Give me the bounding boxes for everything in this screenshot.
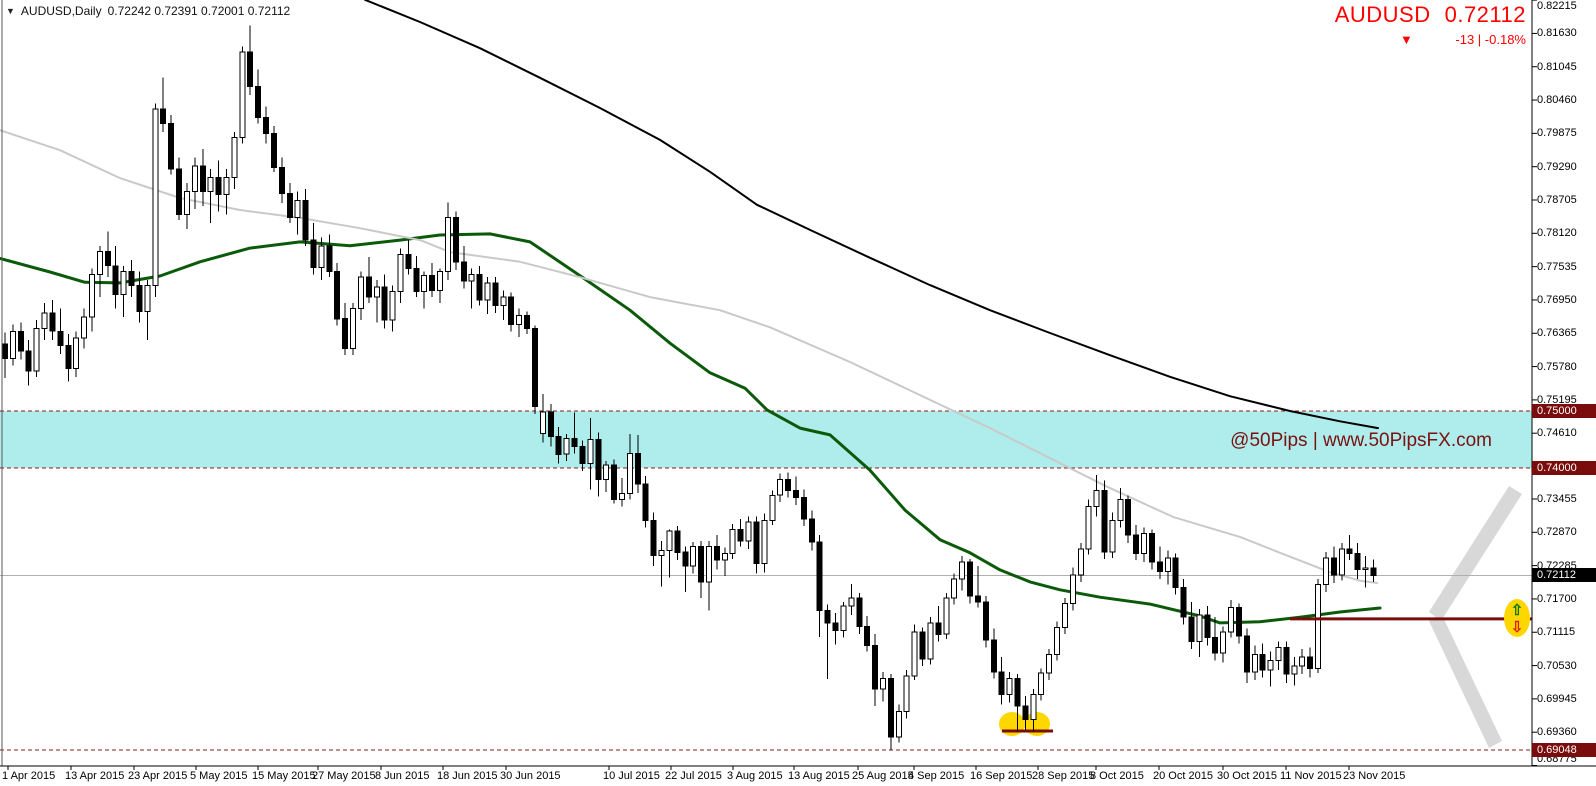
price-axis-label: 0.69945 — [1537, 692, 1577, 705]
ma-green-fast — [0, 232, 1382, 625]
price-axis-label: 0.74610 — [1537, 427, 1577, 440]
price-axis-label: 0.81045 — [1537, 60, 1577, 73]
level-price-box: 0.74000 — [1532, 460, 1596, 475]
time-axis-label: 4 Sep 2015 — [908, 770, 965, 782]
level-price-box: 0.75000 — [1532, 404, 1596, 418]
time-axis-label: 30 Jun 2015 — [500, 770, 561, 782]
time-axis-label: 15 May 2015 — [252, 770, 316, 782]
symbol-collapse-icon[interactable]: ▼ — [6, 6, 15, 16]
time-axis-label: 30 Oct 2015 — [1217, 770, 1277, 782]
price-axis-label: 0.79875 — [1537, 127, 1577, 140]
price-axis-label: 0.78705 — [1537, 194, 1577, 206]
price-axis-label: 0.76950 — [1537, 293, 1577, 306]
price-axis-label: 0.71700 — [1537, 592, 1577, 605]
time-axis-label: 20 Oct 2015 — [1153, 770, 1213, 782]
price-axis-label: 0.70530 — [1537, 659, 1577, 672]
chevron-arrow-upper — [1429, 486, 1522, 621]
candles-group — [2, 25, 1377, 750]
quote-change: -13 | -0.18% — [1455, 32, 1526, 47]
time-axis-label: 27 May 2015 — [312, 770, 376, 782]
price-axis-label: 0.78120 — [1537, 227, 1577, 240]
chevron-arrow-lower — [1429, 613, 1502, 748]
price-axis-label: 0.75195 — [1537, 393, 1577, 406]
current-price-box: 0.72112 — [1532, 568, 1596, 583]
time-axis-label: 23 Apr 2015 — [128, 770, 188, 782]
price-axis-label: 0.72870 — [1537, 526, 1577, 539]
time-axis-label: 28 Sep 2015 — [1032, 770, 1095, 782]
price-down-icon: ▼ — [1400, 32, 1413, 47]
time-axis-label: 25 Aug 2015 — [852, 770, 914, 782]
price-axis-label: 0.75780 — [1537, 360, 1577, 373]
time-axis-label: 10 Jul 2015 — [603, 770, 660, 782]
time-axis-label: 23 Nov 2015 — [1343, 770, 1406, 782]
time-axis-label: 16 Sep 2015 — [970, 770, 1033, 782]
time-axis-label: 13 Aug 2015 — [788, 770, 850, 782]
price-axis-label: 0.76365 — [1537, 327, 1577, 340]
price-axis-label: 0.82215 — [1537, 0, 1577, 12]
price-axis-label: 0.77535 — [1537, 260, 1577, 273]
down-arrow-icon: ⇩ — [1511, 619, 1524, 636]
level-price-box: 0.69048 — [1532, 742, 1596, 757]
price-axis-label: 0.71115 — [1537, 626, 1576, 639]
time-axis-label: 8 Oct 2015 — [1090, 770, 1144, 782]
ohlc-values: 0.72242 0.72391 0.72001 0.72112 — [107, 4, 291, 18]
time-axis-label: 3 Aug 2015 — [727, 770, 783, 782]
time-axis-label: 18 Jun 2015 — [437, 770, 498, 782]
arrow-badge — [1504, 599, 1530, 637]
price-axis-label: 0.73455 — [1537, 492, 1577, 505]
watermark-text: @50Pips | www.50PipsFX.com — [1230, 430, 1492, 451]
price-axis-label: 0.69360 — [1537, 726, 1577, 739]
time-axis-label: 8 Jun 2015 — [375, 770, 430, 782]
quote-symbol: AUDUSD — [1334, 2, 1431, 27]
time-axis-label: 1 Apr 2015 — [2, 770, 56, 782]
price-axis-label: 0.79290 — [1537, 160, 1577, 173]
support-resistance-zone — [0, 411, 1532, 468]
price-axis-label: 0.81630 — [1537, 27, 1577, 40]
quote-price: 0.72112 — [1444, 2, 1526, 27]
up-arrow-icon: ⇧ — [1511, 602, 1524, 619]
time-axis-label: 13 Apr 2015 — [65, 770, 125, 782]
time-axis-label: 22 Jul 2015 — [665, 770, 722, 782]
price-axis-label: 0.80460 — [1537, 94, 1577, 107]
ma-black-slow — [364, 0, 1379, 430]
quote-panel: AUDUSD 0.72112 ▼ -13 | -0.18% — [1335, 2, 1526, 47]
symbol-period-label: AUDUSD,Daily — [20, 4, 102, 18]
time-axis-label: 11 Nov 2015 — [1280, 770, 1342, 782]
symbol-info-bar: ▼ AUDUSD,Daily 0.72242 0.72391 0.72001 0… — [6, 4, 290, 18]
time-axis-label: 5 May 2015 — [190, 770, 248, 782]
ma-gray-mid — [0, 129, 1378, 584]
